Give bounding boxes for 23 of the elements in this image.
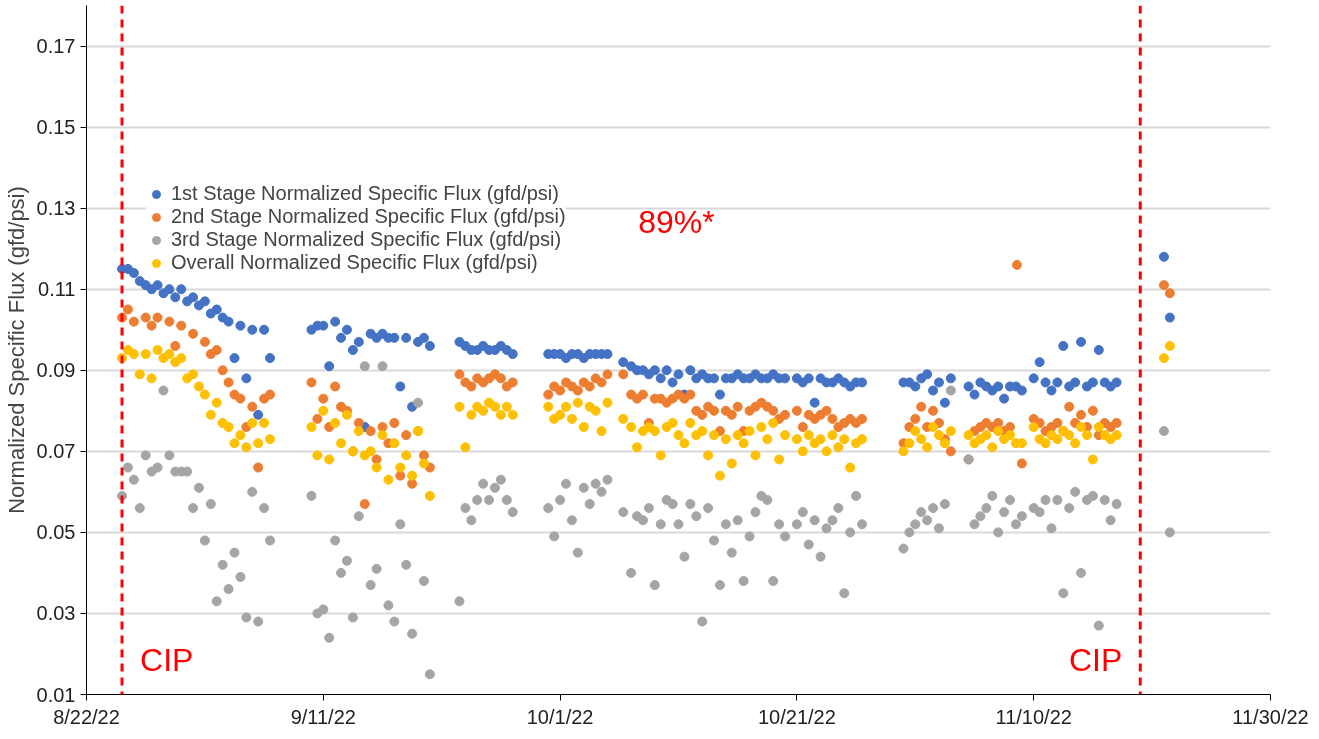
- y-tick-label: 0.17: [36, 35, 76, 58]
- y-tick-label: 0.13: [36, 197, 76, 220]
- y-tick-label: 0.03: [36, 602, 76, 625]
- y-tick-label: 0.09: [36, 359, 76, 382]
- x-tick-label: 8/22/22: [53, 705, 120, 728]
- legend-label: Overall Normalized Specific Flux (gfd/psi): [171, 251, 538, 274]
- legend-label: 1st Stage Normalized Specific Flux (gfd/psi): [171, 182, 559, 205]
- x-tick-label: 11/30/22: [1232, 705, 1309, 728]
- ref-line-label: CIP: [1068, 642, 1123, 679]
- x-tick-label: 11/10/22: [995, 705, 1072, 728]
- y-tick-label: 0.07: [36, 440, 76, 463]
- legend-label: 2nd Stage Normalized Specific Flux (gfd/psi): [171, 205, 566, 228]
- y-tick-label: 0.01: [36, 683, 76, 706]
- y-axis-title: Normalized Specific Flux (gfd/psi): [3, 186, 29, 514]
- legend-label: 3rd Stage Normalized Specific Flux (gfd/psi): [171, 228, 562, 251]
- x-tick-label: 9/11/22: [290, 705, 356, 728]
- ref-line-label: CIP: [140, 642, 194, 679]
- y-tick-label: 0.05: [36, 521, 76, 544]
- x-tick-label: 10/21/22: [757, 705, 836, 728]
- x-tick-label: 10/1/22: [526, 705, 594, 728]
- annotation: 89%*: [638, 203, 715, 240]
- y-tick-label: 0.11: [38, 278, 76, 301]
- y-tick-label: 0.15: [36, 116, 76, 139]
